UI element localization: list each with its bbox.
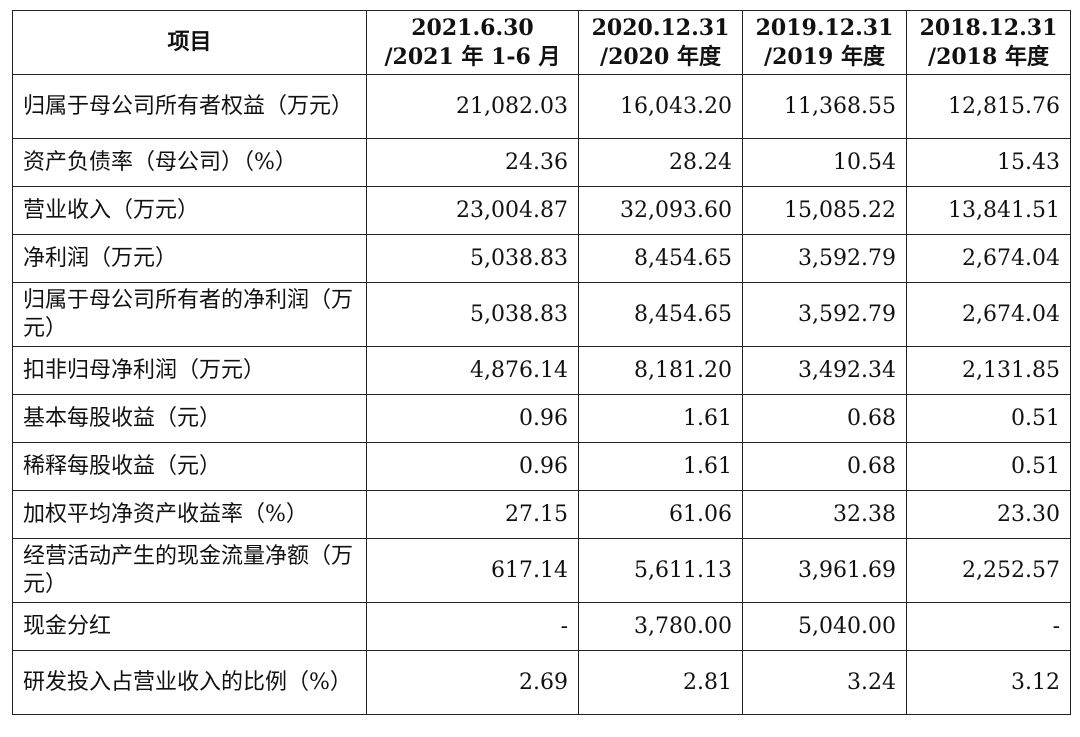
header-item: 项目 <box>12 10 367 75</box>
table-row: 稀释每股收益（元） 0.96 1.61 0.68 0.51 <box>12 442 1071 491</box>
row-value: 15,085.22 <box>742 186 907 235</box>
header-period-line1: 2019.12.31 <box>755 14 894 41</box>
row-value: 24.36 <box>366 138 579 187</box>
row-value: 21,082.03 <box>366 74 579 139</box>
row-label: 稀释每股收益（元） <box>12 442 367 491</box>
table-row: 基本每股收益（元） 0.96 1.61 0.68 0.51 <box>12 394 1071 443</box>
row-label: 净利润（万元） <box>12 234 367 283</box>
header-period-2018: 2018.12.31 /2018 年度 <box>906 10 1071 75</box>
row-value: 12,815.76 <box>906 74 1071 139</box>
header-period-line2: /2018 年度 <box>928 43 1049 70</box>
row-value: 23,004.87 <box>366 186 579 235</box>
row-value: 3,592.79 <box>742 234 907 283</box>
header-period-line1: 2021.6.30 <box>411 14 534 41</box>
row-value: 15.43 <box>906 138 1071 187</box>
row-value: 1.61 <box>578 442 743 491</box>
table-row: 研发投入占营业收入的比例（%） 2.69 2.81 3.24 3.12 <box>12 650 1071 715</box>
header-period-line1: 2018.12.31 <box>919 14 1058 41</box>
row-value: 5,038.83 <box>366 282 579 347</box>
row-value: 0.96 <box>366 442 579 491</box>
header-period-2020: 2020.12.31 /2020 年度 <box>578 10 743 75</box>
row-label: 扣非归母净利润（万元） <box>12 346 367 395</box>
header-period-2019: 2019.12.31 /2019 年度 <box>742 10 907 75</box>
row-value: 11,368.55 <box>742 74 907 139</box>
table-row: 资产负债率（母公司）（%） 24.36 28.24 10.54 15.43 <box>12 138 1071 187</box>
row-value: 28.24 <box>578 138 743 187</box>
header-period-line1: 2020.12.31 <box>591 14 730 41</box>
financial-summary-table: 项目 2021.6.30 /2021 年 1-6 月 2020.12.31 /2… <box>12 10 1071 715</box>
header-row: 项目 2021.6.30 /2021 年 1-6 月 2020.12.31 /2… <box>12 10 1071 75</box>
table-row: 净利润（万元） 5,038.83 8,454.65 3,592.79 2,674… <box>12 234 1071 283</box>
header-period-2021h1: 2021.6.30 /2021 年 1-6 月 <box>366 10 579 75</box>
row-value: 0.51 <box>906 394 1071 443</box>
row-value: 2,131.85 <box>906 346 1071 395</box>
row-value: 3,780.00 <box>578 602 743 651</box>
row-value: 23.30 <box>906 490 1071 539</box>
row-label: 资产负债率（母公司）（%） <box>12 138 367 187</box>
table-row: 归属于母公司所有者的净利润（万元） 5,038.83 8,454.65 3,59… <box>12 282 1071 347</box>
row-label: 经营活动产生的现金流量净额（万元） <box>12 538 367 603</box>
row-value: 2,674.04 <box>906 282 1071 347</box>
row-value: 8,454.65 <box>578 234 743 283</box>
row-value: 0.96 <box>366 394 579 443</box>
row-value: 32.38 <box>742 490 907 539</box>
row-label: 归属于母公司所有者权益（万元） <box>12 74 367 139</box>
table-row: 营业收入（万元） 23,004.87 32,093.60 15,085.22 1… <box>12 186 1071 235</box>
row-value: 3,592.79 <box>742 282 907 347</box>
header-period-line2: /2020 年度 <box>600 43 721 70</box>
row-value: 2.81 <box>578 650 743 715</box>
row-value: 16,043.20 <box>578 74 743 139</box>
row-value: 4,876.14 <box>366 346 579 395</box>
row-value: 8,181.20 <box>578 346 743 395</box>
row-value: 5,611.13 <box>578 538 743 603</box>
row-value: - <box>366 602 579 651</box>
row-value: 10.54 <box>742 138 907 187</box>
row-label: 加权平均净资产收益率（%） <box>12 490 367 539</box>
row-value: 2.69 <box>366 650 579 715</box>
row-value: 617.14 <box>366 538 579 603</box>
row-value: 3,492.34 <box>742 346 907 395</box>
row-value: 0.68 <box>742 394 907 443</box>
row-value: 2,674.04 <box>906 234 1071 283</box>
table-row: 加权平均净资产收益率（%） 27.15 61.06 32.38 23.30 <box>12 490 1071 539</box>
row-value: 0.68 <box>742 442 907 491</box>
financial-table-container: 项目 2021.6.30 /2021 年 1-6 月 2020.12.31 /2… <box>12 10 1071 715</box>
row-value: 1.61 <box>578 394 743 443</box>
row-label: 现金分红 <box>12 602 367 651</box>
table-row: 扣非归母净利润（万元） 4,876.14 8,181.20 3,492.34 2… <box>12 346 1071 395</box>
row-value: 3.24 <box>742 650 907 715</box>
row-value: 2,252.57 <box>906 538 1071 603</box>
row-value: 61.06 <box>578 490 743 539</box>
row-label: 归属于母公司所有者的净利润（万元） <box>12 282 367 347</box>
row-value: 3,961.69 <box>742 538 907 603</box>
table-row: 归属于母公司所有者权益（万元） 21,082.03 16,043.20 11,3… <box>12 74 1071 139</box>
row-value: 27.15 <box>366 490 579 539</box>
row-label: 营业收入（万元） <box>12 186 367 235</box>
row-value: 32,093.60 <box>578 186 743 235</box>
row-label: 基本每股收益（元） <box>12 394 367 443</box>
row-value: 3.12 <box>906 650 1071 715</box>
row-value: 5,038.83 <box>366 234 579 283</box>
row-label: 研发投入占营业收入的比例（%） <box>12 650 367 715</box>
table-row: 现金分红 - 3,780.00 5,040.00 - <box>12 602 1071 651</box>
row-value: 8,454.65 <box>578 282 743 347</box>
row-value: 5,040.00 <box>742 602 907 651</box>
row-value: - <box>906 602 1071 651</box>
header-period-line2: /2021 年 1-6 月 <box>384 43 561 70</box>
table-row: 经营活动产生的现金流量净额（万元） 617.14 5,611.13 3,961.… <box>12 538 1071 603</box>
row-value: 0.51 <box>906 442 1071 491</box>
row-value: 13,841.51 <box>906 186 1071 235</box>
header-period-line2: /2019 年度 <box>764 43 885 70</box>
